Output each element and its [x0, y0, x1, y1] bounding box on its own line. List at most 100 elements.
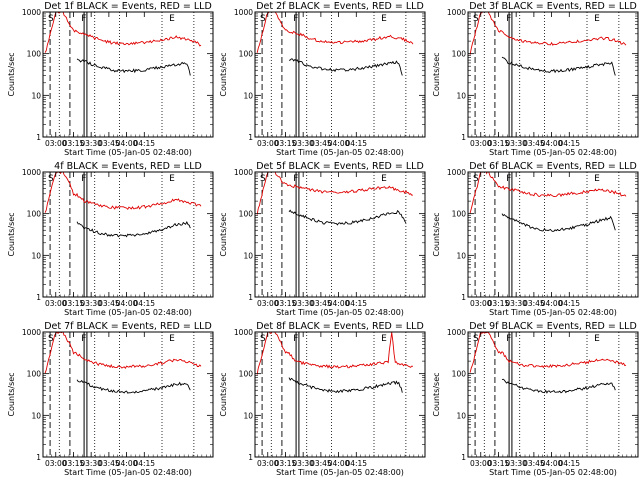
x-tick-label: 03:30: [292, 299, 314, 308]
y-axis-label: Counts/sec: [7, 52, 16, 96]
x-axis-label: Start Time (05-Jan-05 02:48:00): [64, 468, 192, 477]
x-tick-label: 04:15: [558, 459, 580, 468]
panel-8: Det 8f BLACK = Events, RED = LLD 1 10 100 10…: [219, 321, 426, 477]
x-tick-label: 03:15: [488, 459, 510, 468]
marker-f: F: [81, 14, 86, 24]
x-tick-label: 03:15: [63, 299, 85, 308]
chart-title: Det 8f BLACK = Events, RED = LLD: [256, 321, 424, 332]
marker-f: F: [81, 174, 86, 184]
x-axis-label: Start Time (05-Jan-05 02:48:00): [489, 148, 617, 157]
events-series-line: [501, 378, 616, 394]
plot-frame: [254, 171, 426, 298]
x-tick-label: 03:00: [470, 299, 492, 308]
marker-s: S: [48, 174, 54, 184]
y-tick-label: 1: [36, 133, 41, 142]
x-tick-label: 03:45: [523, 299, 545, 308]
y-tick-label: 1: [461, 453, 466, 462]
marker-f: F: [506, 174, 511, 184]
chart-title: Det 3f BLACK = Events, RED = LLD: [469, 1, 637, 12]
y-tick-label: 1000: [447, 328, 466, 337]
y-tick-label: 10: [243, 251, 253, 260]
x-tick-label: 03:45: [310, 459, 332, 468]
x-tick-label: 03:45: [98, 459, 120, 468]
x-tick-label: 03:00: [45, 299, 67, 308]
x-tick-label: 03:00: [45, 139, 67, 148]
y-tick-label: 100: [27, 370, 42, 379]
lld-series-line: [44, 332, 202, 374]
y-tick-label: 1: [248, 453, 253, 462]
marker-e: E: [594, 14, 600, 24]
panel-7: Det 7f BLACK = Events, RED = LLD 1 10 100 10…: [7, 321, 214, 477]
y-axis-label: Counts/sec: [7, 372, 16, 416]
lld-series-line: [469, 172, 627, 214]
chart-title: 4f BLACK = Events, RED = LLD: [54, 161, 202, 172]
y-tick-label: 10: [456, 251, 466, 260]
x-tick-label: 03:45: [98, 299, 120, 308]
x-tick-label: 04:00: [541, 139, 563, 148]
y-tick-label: 1: [248, 133, 253, 142]
lld-series-line: [469, 12, 627, 55]
marker-e: E: [594, 174, 600, 184]
x-tick-label: 04:00: [328, 139, 350, 148]
y-tick-label: 10: [243, 91, 253, 100]
marker-s: S: [48, 334, 54, 344]
y-tick-label: 1: [36, 293, 41, 302]
panel-6: Det 6f BLACK = Events, RED = LLD 1 10 100 10…: [432, 161, 639, 317]
x-tick-label: 04:15: [133, 299, 155, 308]
marker-s: S: [473, 334, 479, 344]
y-tick-label: 10: [31, 411, 41, 420]
y-tick-label: 1000: [22, 8, 41, 17]
y-tick-label: 1000: [22, 328, 41, 337]
x-axis-label: Start Time (05-Jan-05 02:48:00): [64, 148, 192, 157]
panel-9: Det 9f BLACK = Events, RED = LLD 1 10 100 10…: [432, 321, 639, 477]
marker-s: S: [260, 174, 266, 184]
x-tick-label: 03:45: [98, 139, 120, 148]
y-tick-label: 100: [27, 210, 42, 219]
y-tick-label: 10: [31, 251, 41, 260]
x-tick-label: 03:15: [488, 299, 510, 308]
x-tick-label: 03:30: [80, 459, 102, 468]
y-tick-label: 1000: [447, 8, 466, 17]
panel-2: Det 2f BLACK = Events, RED = LLD 1 10 100 10…: [219, 1, 426, 157]
chart-title: Det 9f BLACK = Events, RED = LLD: [469, 321, 637, 332]
marker-s: S: [260, 14, 266, 24]
x-tick-label: 04:00: [116, 459, 138, 468]
y-tick-label: 100: [239, 210, 254, 219]
plot-frame: [467, 11, 639, 138]
marker-e: E: [594, 334, 600, 344]
x-tick-label: 04:00: [541, 299, 563, 308]
x-tick-label: 03:00: [470, 459, 492, 468]
y-tick-label: 100: [452, 50, 467, 59]
x-tick-label: 03:00: [470, 139, 492, 148]
events-series-line: [288, 377, 403, 394]
x-tick-label: 03:00: [257, 299, 279, 308]
x-tick-label: 03:45: [310, 139, 332, 148]
y-tick-label: 1: [461, 133, 466, 142]
chart-title: Det 6f BLACK = Events, RED = LLD: [469, 161, 637, 172]
marker-s: S: [260, 334, 266, 344]
y-tick-label: 1000: [22, 168, 41, 177]
x-tick-label: 03:00: [45, 459, 67, 468]
x-tick-label: 04:15: [558, 139, 580, 148]
x-tick-label: 03:45: [523, 139, 545, 148]
x-axis-label: Start Time (05-Jan-05 02:48:00): [64, 308, 192, 317]
lld-series-line: [256, 12, 414, 54]
x-tick-label: 03:30: [505, 299, 527, 308]
lld-series-line: [469, 332, 627, 373]
lld-series-line: [256, 172, 414, 215]
x-tick-label: 04:15: [345, 459, 367, 468]
events-series-line: [76, 221, 191, 238]
events-series-line: [501, 56, 616, 76]
y-tick-label: 100: [27, 50, 42, 59]
plot-frame: [467, 331, 639, 458]
y-axis-label: Counts/sec: [219, 212, 228, 256]
x-tick-label: 03:00: [257, 459, 279, 468]
y-axis-label: Counts/sec: [7, 212, 16, 256]
marker-e: E: [381, 14, 387, 24]
x-tick-label: 04:15: [133, 459, 155, 468]
chart-title: Det 1f BLACK = Events, RED = LLD: [44, 1, 212, 12]
y-tick-label: 1000: [234, 328, 253, 337]
x-tick-label: 03:15: [275, 139, 297, 148]
